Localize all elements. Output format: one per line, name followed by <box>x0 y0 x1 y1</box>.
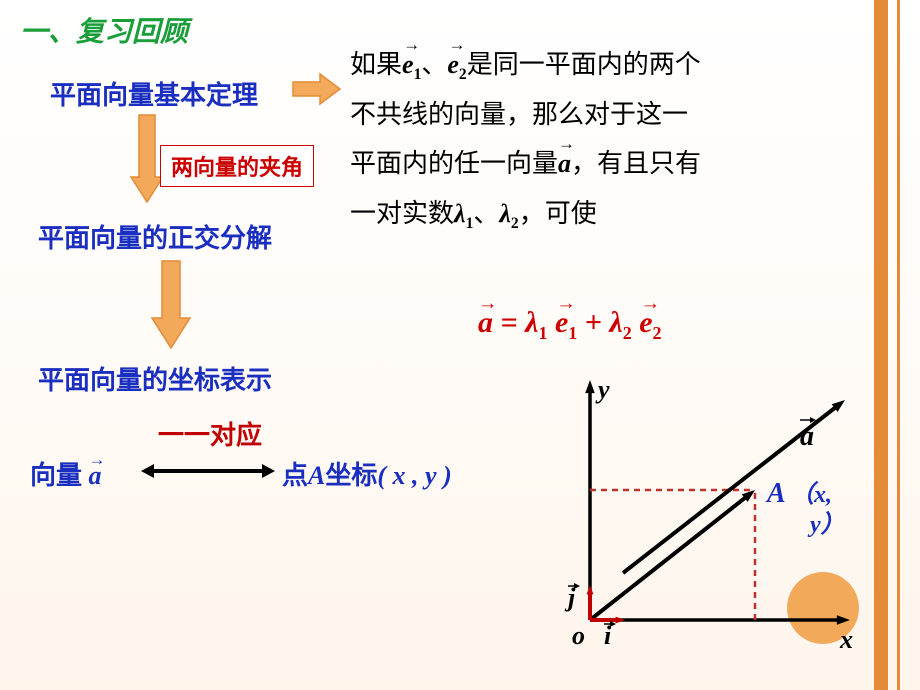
svg-text:（x,: （x, <box>790 480 832 508</box>
flow-label-1: 两向量的夹角 <box>160 145 314 187</box>
formula: a = λ1 e1 + λ2 e2 <box>478 306 662 344</box>
svg-text:a: a <box>800 421 814 452</box>
decor-bar-1 <box>874 0 888 690</box>
arrow-down-2-icon <box>148 258 194 353</box>
flow-item-1: 平面向量基本定理 <box>50 75 258 112</box>
flow-item-2: 平面向量的正交分解 <box>38 218 272 255</box>
svg-text:y: y <box>595 375 610 404</box>
point-coord-label: 点A坐标( x , y ) <box>282 455 452 492</box>
svg-text:y）: y） <box>807 510 845 538</box>
decor-bar-2 <box>897 0 900 690</box>
arrow-right-icon <box>290 70 345 108</box>
coordinate-diagram: yxoijaA（x,y） <box>495 360 875 680</box>
svg-text:x: x <box>839 625 853 654</box>
double-arrow-icon <box>138 459 278 483</box>
section-title: 一、复习回顾 <box>20 10 188 50</box>
flow-item-3: 平面向量的坐标表示 <box>38 360 272 397</box>
svg-text:A: A <box>765 478 786 509</box>
svg-text:o: o <box>572 621 585 650</box>
vec-a-label: 向量 a <box>30 455 102 492</box>
theorem-text: 如果e1、e2是同一平面内的两个 不共线的向量，那么对于这一 平面内的任一向量a… <box>350 40 870 238</box>
one-to-one-label: 一一对应 <box>158 415 262 452</box>
